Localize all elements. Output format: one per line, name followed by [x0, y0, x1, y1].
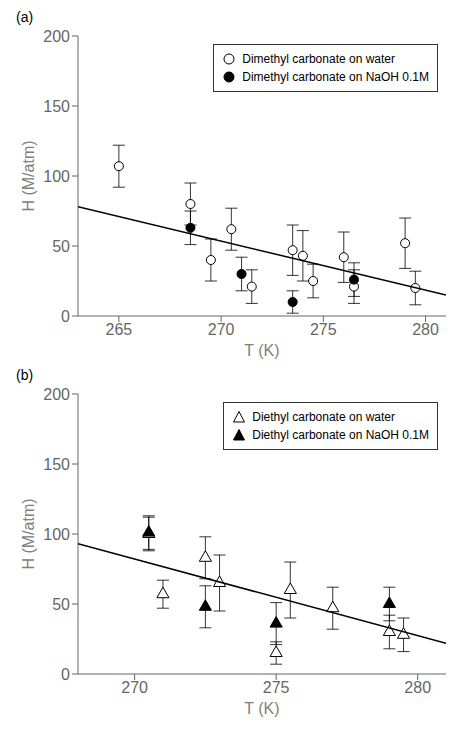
svg-text:100: 100 — [43, 526, 70, 543]
svg-text:150: 150 — [43, 98, 70, 115]
svg-text:200: 200 — [43, 386, 70, 403]
html-text:Diethyl carbonate on water: Diethyl carbonate on water — [252, 410, 395, 424]
svg-text:280: 280 — [412, 321, 439, 338]
html-text:(a): (a) — [16, 9, 34, 25]
svg-text:275: 275 — [310, 321, 337, 338]
svg-text:275: 275 — [263, 679, 290, 696]
svg-text:270: 270 — [121, 679, 148, 696]
html-text:Diethyl carbonate on NaOH 0.1M: Diethyl carbonate on NaOH 0.1M — [252, 428, 429, 442]
svg-text:T (K): T (K) — [244, 342, 279, 359]
html-text:Dimethyl carbonate on NaOH 0.1: Dimethyl carbonate on NaOH 0.1M — [242, 70, 429, 84]
svg-text:H (M/atm): H (M/atm) — [20, 140, 37, 211]
svg-text:50: 50 — [52, 238, 70, 255]
svg-text:T (K): T (K) — [244, 700, 279, 717]
svg-text:200: 200 — [43, 28, 70, 45]
html-text:(b): (b) — [16, 367, 34, 383]
svg-text:150: 150 — [43, 456, 70, 473]
svg-text:280: 280 — [404, 679, 431, 696]
html-text:Dimethyl carbonate on water: Dimethyl carbonate on water — [242, 52, 395, 66]
svg-text:0: 0 — [61, 308, 70, 325]
svg-text:270: 270 — [208, 321, 235, 338]
svg-text:0: 0 — [61, 666, 70, 683]
svg-text:H (M/atm): H (M/atm) — [20, 498, 37, 569]
svg-text:50: 50 — [52, 596, 70, 613]
svg-text:265: 265 — [106, 321, 133, 338]
svg-text:100: 100 — [43, 168, 70, 185]
